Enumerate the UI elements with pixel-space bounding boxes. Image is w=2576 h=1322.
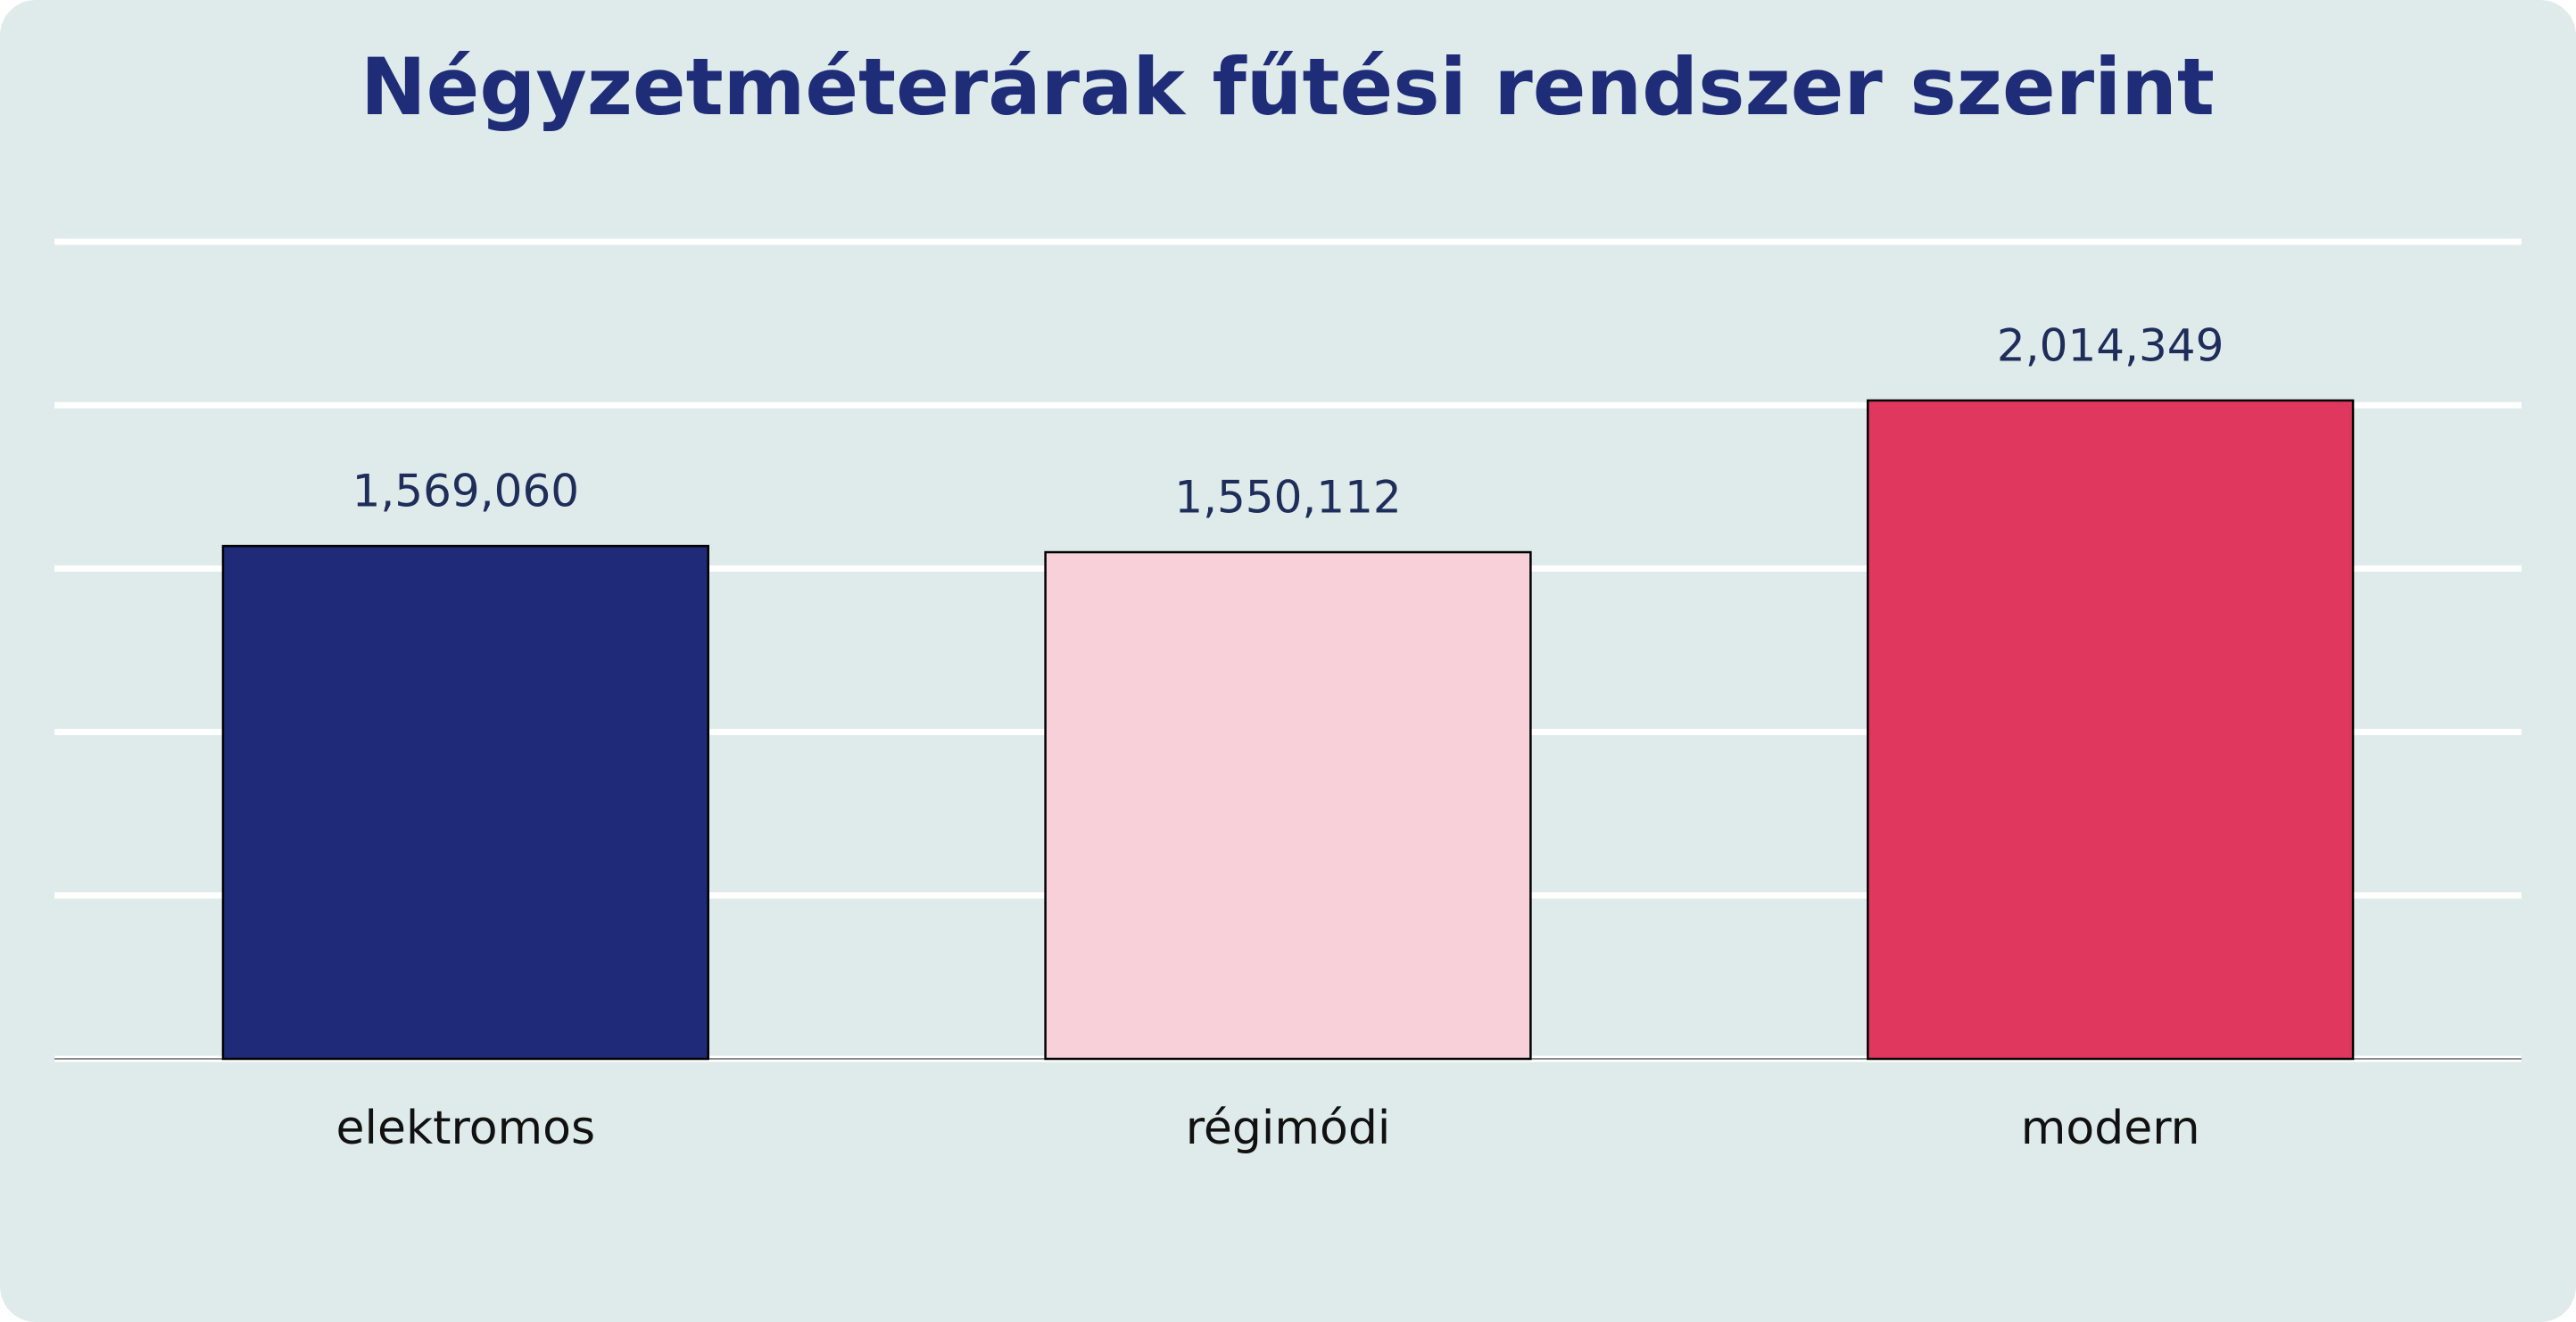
bar — [1044, 550, 1532, 1061]
value-label: 1,550,112 — [1174, 472, 1401, 524]
value-label: 2,014,349 — [1997, 319, 2224, 371]
bar — [1867, 399, 2355, 1061]
chart-title: Négyzetméterárak fűtési rendszer szerint — [360, 41, 2215, 133]
value-label: 1,569,060 — [352, 466, 579, 517]
x-tick-label: régimódi — [1186, 1102, 1391, 1155]
x-tick-label: elektromos — [336, 1102, 596, 1155]
x-tick-label: modern — [2021, 1102, 2200, 1155]
bar — [221, 544, 709, 1061]
